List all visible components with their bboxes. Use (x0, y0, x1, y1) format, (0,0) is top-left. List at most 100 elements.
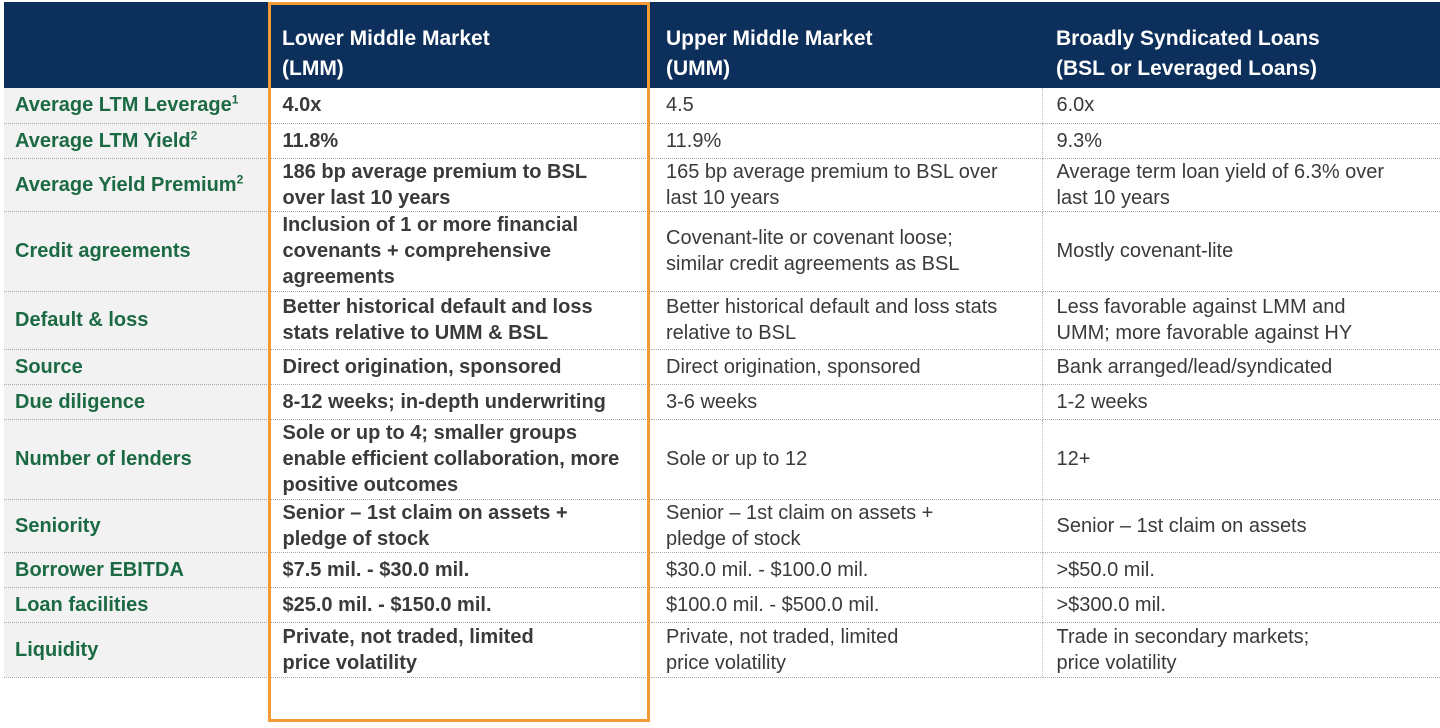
cell-text: Direct origination, sponsored (282, 355, 562, 378)
header-bsl-line1: Broadly Syndicated Loans (1056, 27, 1320, 50)
table-row: Number of lenders Sole or up to 4; smalle… (4, 419, 1440, 500)
cell-line: pledge of stock (282, 527, 430, 550)
header-lmm-line1: Lower Middle Market (282, 27, 490, 50)
table-row: Borrower EBITDA $7.5 mil. - $30.0 mil. $30… (4, 552, 1440, 588)
cell-text: 8-12 weeks; in-depth underwriting (282, 390, 606, 413)
cell-text: 1-2 weeks (1056, 390, 1148, 413)
cell-text: Bank arranged/lead/syndicated (1056, 355, 1333, 378)
cell-bsl: >$300.0 mil. (1042, 587, 1440, 623)
row-label-text: Due diligence (15, 390, 146, 413)
cell-line: Private, not traded, limited (282, 625, 534, 648)
cell-line: 186 bp average premium to BSL (282, 160, 588, 183)
row-label: Loan facilities (4, 587, 269, 623)
row-label-text: Borrower EBITDA (15, 558, 184, 581)
cell-text: Direct origination, sponsored (666, 355, 921, 378)
cell-bsl: Senior – 1st claim on assets (1042, 499, 1440, 553)
cell-text: 6.0x (1056, 94, 1095, 117)
table-body: Average LTM Leverage1 4.0x 4.5 6.0x Average … (4, 88, 1440, 678)
cell-lmm: Senior – 1st claim on assets + pledge of … (268, 499, 652, 553)
cell-lmm: 8-12 weeks; in-depth underwriting (268, 384, 652, 420)
cell-text: $100.0 mil. - $500.0 mil. (666, 593, 880, 616)
cell-line: Private, not traded, limited (666, 625, 899, 648)
cell-lmm: Inclusion of 1 or more financial covenant… (268, 211, 652, 292)
cell-line: Senior – 1st claim on assets + (282, 501, 568, 524)
table-row: Credit agreements Inclusion of 1 or more … (4, 211, 1440, 292)
cell-line: Less favorable against LMM and (1056, 296, 1346, 318)
header-lmm-line2: (LMM) (282, 57, 344, 80)
cell-text: >$300.0 mil. (1056, 593, 1167, 616)
cell-line: Covenant-lite or covenant loose; (666, 227, 953, 249)
header-bsl-line2: (BSL or Leveraged Loans) (1056, 57, 1318, 80)
table-row: Source Direct origination, sponsored Direc… (4, 349, 1440, 385)
comparison-table-wrapper: Lower Middle Market (LMM) Upper Middle M… (4, 2, 1440, 678)
cell-line: price volatility (666, 651, 787, 674)
table-row: Average LTM Leverage1 4.0x 4.5 6.0x (4, 88, 1440, 124)
cell-text: $7.5 mil. - $30.0 mil. (282, 558, 470, 581)
cell-line: enable efficient collaboration, more (282, 448, 620, 470)
cell-line: over last 10 years (282, 186, 451, 209)
cell-line: similar credit agreements as BSL (666, 253, 960, 275)
row-label-text: Source (15, 355, 83, 378)
cell-lmm: Sole or up to 4; smaller groups enable ef… (268, 419, 652, 500)
cell-lmm: $25.0 mil. - $150.0 mil. (268, 587, 652, 623)
table-row: Average LTM Yield2 11.8% 11.9% 9.3% (4, 123, 1440, 159)
cell-umm: $30.0 mil. - $100.0 mil. (652, 552, 1043, 588)
row-label-text: Liquidity (15, 638, 99, 661)
cell-line: pledge of stock (666, 527, 801, 550)
cell-lmm: $7.5 mil. - $30.0 mil. (268, 552, 652, 588)
row-label-text: Credit agreements (15, 240, 191, 262)
table-row: Default & loss Better historical default … (4, 291, 1440, 350)
row-label-text: Average LTM Yield (15, 129, 191, 152)
cell-bsl: Average term loan yield of 6.3% over last… (1042, 158, 1440, 212)
cell-line: covenants + comprehensive (282, 240, 551, 262)
row-label: Number of lenders (4, 419, 269, 500)
row-label: Credit agreements (4, 211, 269, 292)
table-row: Average Yield Premium2 186 bp average pre… (4, 158, 1440, 212)
header-lmm: Lower Middle Market (LMM) (268, 2, 652, 88)
header-row: Lower Middle Market (LMM) Upper Middle M… (4, 2, 1440, 88)
market-comparison-table: Lower Middle Market (LMM) Upper Middle M… (4, 2, 1440, 678)
footnote-marker: 2 (236, 171, 244, 186)
row-label-text: Number of lenders (15, 448, 192, 470)
cell-bsl: 1-2 weeks (1042, 384, 1440, 420)
cell-text: 4.5 (666, 94, 694, 117)
cell-lmm: Private, not traded, limited price volati… (268, 622, 652, 678)
cell-umm: 4.5 (652, 88, 1043, 124)
cell-lmm: 11.8% (268, 123, 652, 159)
table-row: Seniority Senior – 1st claim on assets + p… (4, 499, 1440, 553)
cell-text: Senior – 1st claim on assets (1056, 514, 1307, 537)
cell-line: Better historical default and loss (282, 296, 593, 318)
cell-text: 4.0x (282, 94, 322, 117)
cell-line: 165 bp average premium to BSL over (666, 160, 998, 183)
cell-text: 11.8% (282, 129, 339, 152)
cell-lmm: Direct origination, sponsored (268, 349, 652, 385)
header-umm-line2: (UMM) (666, 57, 731, 80)
cell-umm: Senior – 1st claim on assets + pledge of … (652, 499, 1043, 553)
cell-line: stats relative to UMM & BSL (282, 322, 549, 344)
cell-lmm: Better historical default and loss stats … (268, 291, 652, 350)
cell-line: positive outcomes (282, 474, 459, 496)
row-label: Average Yield Premium2 (4, 158, 269, 212)
cell-umm: Private, not traded, limited price volati… (652, 622, 1043, 678)
row-label-text: Loan facilities (15, 593, 149, 616)
cell-umm: 11.9% (652, 123, 1043, 159)
cell-bsl: Less favorable against LMM and UMM; more … (1042, 291, 1440, 350)
row-label: Borrower EBITDA (4, 552, 269, 588)
cell-umm: 3-6 weeks (652, 384, 1043, 420)
row-label: Source (4, 349, 269, 385)
cell-bsl: 12+ (1042, 419, 1440, 500)
header-umm-line1: Upper Middle Market (666, 27, 873, 50)
cell-umm: Sole or up to 12 (652, 419, 1043, 500)
table-row: Due diligence 8-12 weeks; in-depth underw… (4, 384, 1440, 420)
header-umm: Upper Middle Market (UMM) (652, 2, 1042, 88)
cell-bsl: Mostly covenant-lite (1042, 211, 1440, 292)
cell-line: Trade in secondary markets; (1056, 625, 1310, 648)
cell-line: price volatility (282, 651, 418, 674)
cell-line: relative to BSL (666, 322, 797, 344)
cell-umm: Covenant-lite or covenant loose; similar … (652, 211, 1043, 292)
cell-bsl: Bank arranged/lead/syndicated (1042, 349, 1440, 385)
cell-bsl: >$50.0 mil. (1042, 552, 1440, 588)
row-label-text: Average LTM Leverage (15, 94, 232, 117)
cell-line: Senior – 1st claim on assets + (666, 501, 934, 524)
cell-text: >$50.0 mil. (1056, 558, 1155, 581)
